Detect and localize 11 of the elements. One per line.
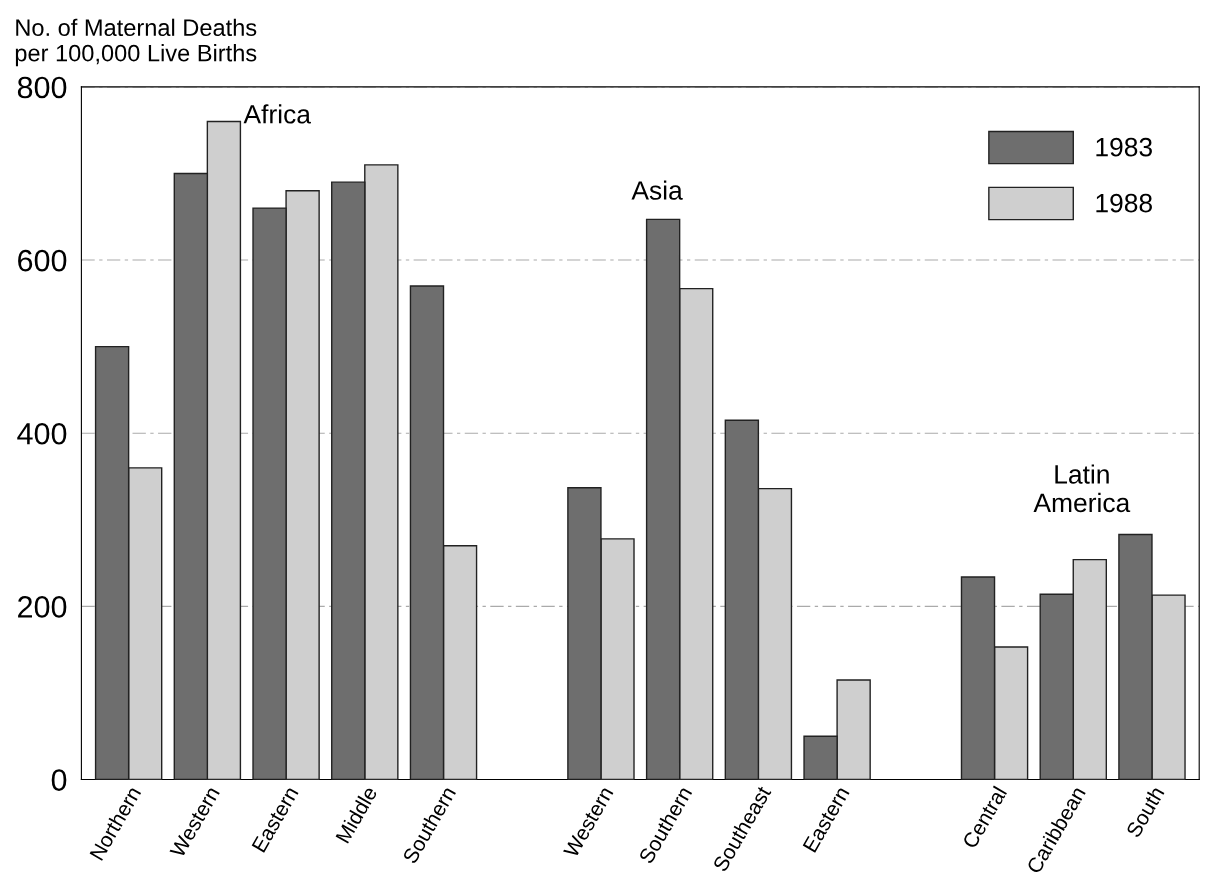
- annotation: Africa: [243, 104, 311, 124]
- y-tick-label: 0: [51, 769, 67, 791]
- y-axis-title: No. of Maternal Deaths per 100,000 Live Births: [15, 18, 257, 67]
- annotation: Asia: [631, 180, 683, 200]
- y-tick-label: 200: [18, 596, 67, 618]
- legend-label: 1988: [1096, 193, 1152, 213]
- annotation: Latin America: [1033, 464, 1131, 513]
- legend-label: 1983: [1096, 137, 1152, 157]
- y-tick-label: 800: [17, 76, 67, 99]
- y-tick-label: 400: [17, 422, 67, 445]
- y-tick-label: 600: [18, 249, 67, 272]
